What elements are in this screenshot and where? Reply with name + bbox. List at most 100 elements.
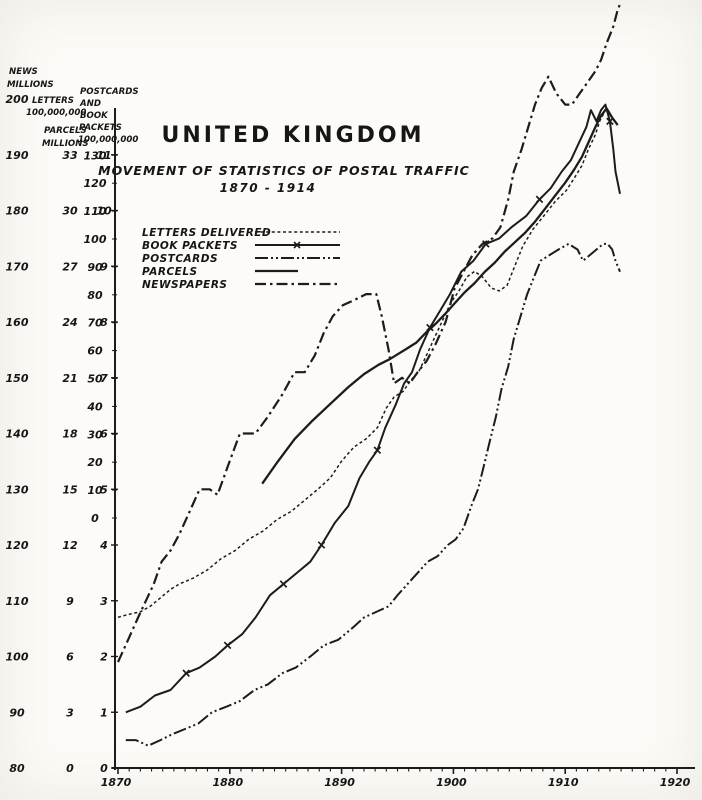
y-tick-label-letters-100: 100 [84,233,107,246]
page-period: 1870 - 1914 [220,181,317,195]
x-tick-label-1870: 1870 [101,776,132,789]
postcards-scale-header-2: AND [79,99,101,109]
x-marker [293,241,301,249]
series-newspapers [116,3,622,663]
y-tick-label-news-140: 140 [6,428,29,441]
legend-item-letters-delivered: LETTERS DELIVERED [142,227,271,239]
x-tick-label-1880: 1880 [212,776,243,789]
legend-line-samples [255,231,340,286]
y-tick-label-news-130: 130 [6,483,29,496]
postcards-scale-header-3: BOOK [80,111,109,121]
y-tick-label-news-170: 170 [6,260,29,273]
y-tick-label-postcards-10: 10 [96,205,112,218]
legend-label-newspapers: NEWSPAPERS [142,279,227,291]
page-title: UNITED KINGDOM [162,123,425,148]
axis-tick-labels: 1870 1880 1890 1900 1910 19202001901801701601… [6,93,691,789]
news-scale-header-2: MILLIONS [7,80,54,90]
y-tick-label-letters-40: 40 [86,400,103,413]
series-line-book_packets [125,103,621,714]
y-tick-label-news-120: 120 [6,539,29,552]
series-book_packets [125,103,621,714]
parcels-scale-header-2: MILLIONS [42,139,89,149]
series-line-letters_delivered [117,112,605,619]
title-block: UNITED KINGDOM MOVEMENT OF STATISTICS OF… [98,123,470,195]
y-tick-label-news-180: 180 [6,205,29,218]
x-marker [279,580,288,588]
y-tick-label-letters-90: 90 [87,261,103,274]
legend: LETTERS DELIVERED BOOK PACKETS POSTCARDS… [142,227,340,291]
y-tick-label-postcards-4: 4 [99,539,108,552]
x-marker [317,541,326,549]
y-tick-label-letters-0: 0 [91,512,99,525]
y-tick-label-postcards-9: 9 [100,260,108,273]
y-tick-label-parcels-15: 15 [62,483,78,496]
y-tick-label-parcels-21: 21 [62,372,77,385]
legend-label-book-packets: BOOK PACKETS [142,240,238,252]
y-tick-label-parcels-30: 30 [62,205,78,218]
y-tick-label-news-200: 200 [6,93,29,106]
series-line-newspapers [116,3,622,663]
y-tick-label-parcels-18: 18 [62,428,78,441]
y-tick-label-postcards-5: 5 [100,483,108,496]
postcards-scale-header-4: PACKETS [79,123,122,133]
y-tick-label-letters-60: 60 [87,345,103,358]
postcards-scale-header-1: POSTCARDS [80,87,139,97]
x-marker [482,240,490,248]
y-tick-label-postcards-1: 1 [100,706,108,719]
axes [111,108,695,774]
legend-label-letters-delivered: LETTERS DELIVERED [142,227,271,239]
legend-item-postcards: POSTCARDS [142,253,218,265]
y-tick-label-letters-130: 130 [84,149,107,162]
y-tick-label-parcels-33: 33 [62,149,78,162]
postcards-scale-header-5: 100,000,000 [78,135,138,145]
x-marker [223,641,232,650]
y-tick-label-postcards-8: 8 [100,316,108,329]
y-tick-label-news-80: 80 [9,762,25,775]
y-tick-label-parcels-6: 6 [66,651,74,664]
x-tick-label-1900: 1900 [436,776,467,789]
y-tick-label-letters-50: 50 [87,373,103,386]
y-tick-label-news-190: 190 [6,149,29,162]
x-marker [182,669,190,678]
parcels-scale-header-1: PARCELS [44,126,87,136]
y-tick-label-postcards-0: 0 [100,762,108,775]
letters-scale-header-2: 100,000,000 [26,108,86,118]
y-tick-label-letters-10: 10 [87,484,103,497]
x-tick-label-1920: 1920 [660,776,691,789]
legend-item-newspapers: NEWSPAPERS [142,279,227,291]
x-tick-label-1890: 1890 [324,776,355,789]
x-tick-label-1910: 1910 [548,776,579,789]
series-postcards [125,242,621,747]
y-tick-label-news-100: 100 [6,651,29,664]
y-tick-label-letters-110: 110 [84,205,107,218]
series-parcels [261,107,619,485]
y-tick-label-postcards-2: 2 [100,651,108,664]
page-subtitle: MOVEMENT OF STATISTICS OF POSTAL TRAFFIC [98,163,470,178]
legend-item-book-packets: BOOK PACKETS [142,240,238,252]
series-line-parcels [261,107,619,485]
news-scale-header-1: NEWS [9,67,38,77]
y-tick-label-parcels-9: 9 [66,595,74,608]
y-tick-label-postcards-3: 3 [100,595,108,608]
legend-item-parcels: PARCELS [142,266,197,278]
series-line-postcards [125,242,621,747]
letters-scale-header-1: LETTERS [32,96,74,106]
y-tick-label-postcards-7: 7 [100,372,108,385]
y-tick-label-parcels-24: 24 [62,316,77,329]
y-tick-label-letters-30: 30 [87,428,103,441]
x-marker [373,446,382,455]
legend-label-postcards: POSTCARDS [142,253,218,265]
y-tick-label-news-150: 150 [6,372,29,385]
y-tick-label-parcels-3: 3 [66,706,74,719]
y-tick-label-news-90: 90 [9,706,25,719]
y-tick-label-parcels-12: 12 [62,539,78,552]
series-letters_delivered [117,112,605,619]
y-axis-headers: NEWS MILLIONS LETTERS 100,000,000 PARCEL… [7,67,139,149]
y-tick-label-postcards-11: 11 [96,149,111,162]
y-tick-label-postcards-6: 6 [100,428,108,441]
y-tick-label-news-160: 160 [6,316,29,329]
y-tick-label-news-110: 110 [6,595,29,608]
y-tick-label-parcels-27: 27 [62,260,78,273]
y-tick-label-letters-120: 120 [84,177,107,190]
